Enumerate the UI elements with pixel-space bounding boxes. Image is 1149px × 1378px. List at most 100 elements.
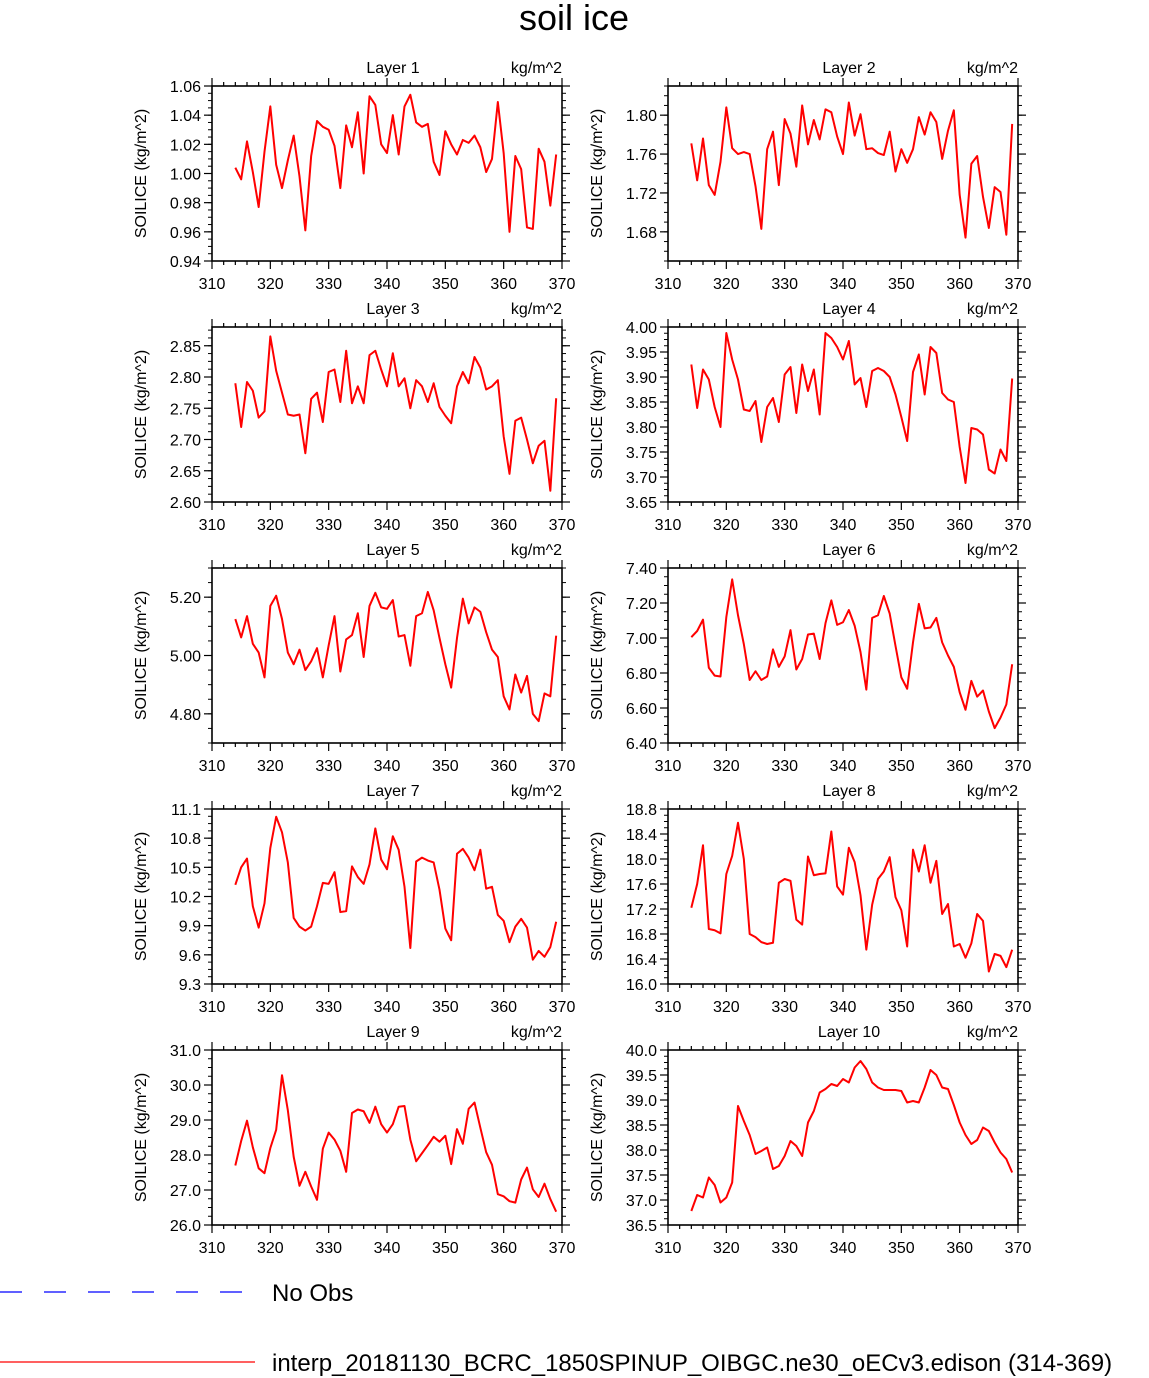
layer-2-ytick-label: 1.80: [626, 108, 657, 125]
chart-title: soil ice: [519, 0, 629, 38]
layer-9-xtick-label: 360: [490, 1240, 517, 1257]
layer-6-frame: [667, 567, 1019, 744]
layer-5-ylabel: SOILICE (kg/m^2): [133, 591, 150, 720]
layer-1-ytick-label: 1.04: [170, 108, 201, 125]
layer-10-panel: Layer 10 kg/m^2 310 320 330 340 350 360 370 36.5 3…: [589, 1024, 1031, 1257]
layer-6-ytick-label: 7.20: [626, 596, 657, 613]
layer-9-xtick-label: 340: [374, 1240, 401, 1257]
layer-6-panel: Layer 6 kg/m^2 310 320 330 340 350 360 370 6.40 6.…: [589, 542, 1031, 775]
layer-7-xtick-label: 370: [549, 999, 576, 1016]
layer-4-ytick-label: 3.90: [626, 370, 657, 387]
layer-5-xtick-label: 320: [257, 758, 284, 775]
layer-3-series-line: [234, 335, 558, 492]
layer-10-xtick-label: 350: [888, 1240, 915, 1257]
layer-8-ytick-label: 16.0: [626, 977, 657, 994]
layer-2-xtick-label: 340: [830, 276, 857, 293]
layer-8-title: Layer 8: [822, 783, 875, 800]
layer-6-ytick-label: 6.80: [626, 666, 657, 683]
layer-7-ytick-label: 10.2: [170, 890, 201, 907]
layer-9-ytick-label: 30.0: [170, 1078, 201, 1095]
layer-2-xtick-label: 330: [771, 276, 798, 293]
layer-3-frame: [211, 326, 563, 503]
layer-2-ylabel: SOILICE (kg/m^2): [589, 109, 606, 238]
layer-3-title: Layer 3: [366, 301, 419, 318]
layer-10-ytick-label: 38.5: [626, 1118, 657, 1135]
layer-9-xtick-label: 310: [199, 1240, 226, 1257]
layer-2-xtick-label: 350: [888, 276, 915, 293]
layer-4-units: kg/m^2: [967, 301, 1018, 318]
layer-8-xtick-label: 310: [655, 999, 682, 1016]
layer-7-ytick-label: 9.6: [179, 948, 201, 965]
layer-8-panel: Layer 8 kg/m^2 310 320 330 340 350 360 370 16.0 16…: [589, 783, 1031, 1016]
layer-5-frame: [211, 567, 563, 744]
layer-1-ytick-label: 1.02: [170, 137, 201, 154]
layer-7-ytick-label: 11.1: [171, 802, 201, 819]
layer-9-xtick-label: 320: [257, 1240, 284, 1257]
layer-10-series-line: [690, 1060, 1014, 1212]
layer-5-units: kg/m^2: [511, 542, 562, 559]
layer-1-ytick-label: 1.00: [170, 167, 201, 184]
layer-2-xtick-label: 360: [946, 276, 973, 293]
layer-7-series-line: [234, 815, 558, 961]
layer-4-ytick-label: 3.65: [626, 495, 657, 512]
layer-6-xtick-label: 350: [888, 758, 915, 775]
layer-7-xtick-label: 340: [374, 999, 401, 1016]
layer-4-ytick-label: 3.85: [626, 395, 657, 412]
layer-1-ytick-label: 1.06: [170, 79, 201, 96]
layer-1-ytick-label: 0.94: [170, 254, 201, 271]
layer-7-ylabel: SOILICE (kg/m^2): [133, 832, 150, 961]
layer-10-xtick-label: 360: [946, 1240, 973, 1257]
layer-3-xtick-label: 370: [549, 517, 576, 534]
layer-4-xtick-label: 310: [655, 517, 682, 534]
layer-1-panel: Layer 1 kg/m^2 310 320 330 340 350 360 370 0.94 0.…: [133, 60, 575, 293]
layer-10-ytick-label: 36.5: [626, 1218, 657, 1235]
layer-3-xtick-label: 350: [432, 517, 459, 534]
layer-4-xtick-label: 360: [946, 517, 973, 534]
layer-6-series-line: [690, 578, 1014, 730]
layer-8-xtick-label: 320: [713, 999, 740, 1016]
layer-5-xtick-label: 370: [549, 758, 576, 775]
layer-1-ytick-label: 0.98: [170, 196, 201, 213]
layer-2-ytick-label: 1.72: [626, 186, 657, 203]
layer-9-ytick-label: 31.0: [170, 1043, 201, 1060]
layer-2-series-line: [690, 101, 1014, 239]
layer-10-ylabel: SOILICE (kg/m^2): [589, 1073, 606, 1202]
layer-6-ytick-label: 6.40: [626, 736, 657, 753]
layer-6-xtick-label: 370: [1005, 758, 1032, 775]
layer-4-xtick-label: 370: [1005, 517, 1032, 534]
layer-9-ytick-label: 29.0: [170, 1113, 201, 1130]
layer-8-ylabel: SOILICE (kg/m^2): [589, 832, 606, 961]
layer-9-xtick-label: 330: [315, 1240, 342, 1257]
layer-7-ytick-label: 10.8: [170, 831, 201, 848]
layer-9-ytick-label: 26.0: [170, 1218, 201, 1235]
layer-7-xtick-label: 360: [490, 999, 517, 1016]
layer-10-ytick-label: 37.5: [626, 1168, 657, 1185]
layer-8-ytick-label: 18.4: [626, 827, 657, 844]
layer-6-ytick-label: 6.60: [626, 701, 657, 718]
layer-6-ylabel: SOILICE (kg/m^2): [589, 591, 606, 720]
layer-7-ytick-label: 9.9: [179, 919, 201, 936]
layer-2-ytick-label: 1.76: [626, 147, 657, 164]
layer-3-units: kg/m^2: [511, 301, 562, 318]
layer-10-ytick-label: 39.0: [626, 1093, 657, 1110]
layer-3-xtick-label: 320: [257, 517, 284, 534]
layer-2-xtick-label: 320: [713, 276, 740, 293]
layer-8-ytick-label: 17.2: [626, 902, 657, 919]
layer-9-series-line: [234, 1074, 558, 1213]
layer-10-frame: [667, 1049, 1019, 1226]
layer-9-frame: [211, 1049, 563, 1226]
layer-1-xtick-label: 340: [374, 276, 401, 293]
layer-4-xtick-label: 330: [771, 517, 798, 534]
layer-7-ytick-label: 9.3: [179, 977, 201, 994]
layer-3-xtick-label: 340: [374, 517, 401, 534]
layer-3-xtick-label: 310: [199, 517, 226, 534]
layer-4-ytick-label: 3.95: [626, 345, 657, 362]
layer-4-xtick-label: 320: [713, 517, 740, 534]
layer-7-title: Layer 7: [366, 783, 419, 800]
layer-10-units: kg/m^2: [967, 1024, 1018, 1041]
layer-8-units: kg/m^2: [967, 783, 1018, 800]
layer-8-ytick-label: 16.8: [626, 927, 657, 944]
layer-3-panel: Layer 3 kg/m^2 310 320 330 340 350 360 370 2.60 2.…: [133, 301, 575, 534]
layer-6-ytick-label: 7.40: [626, 561, 657, 578]
layer-5-xtick-label: 360: [490, 758, 517, 775]
